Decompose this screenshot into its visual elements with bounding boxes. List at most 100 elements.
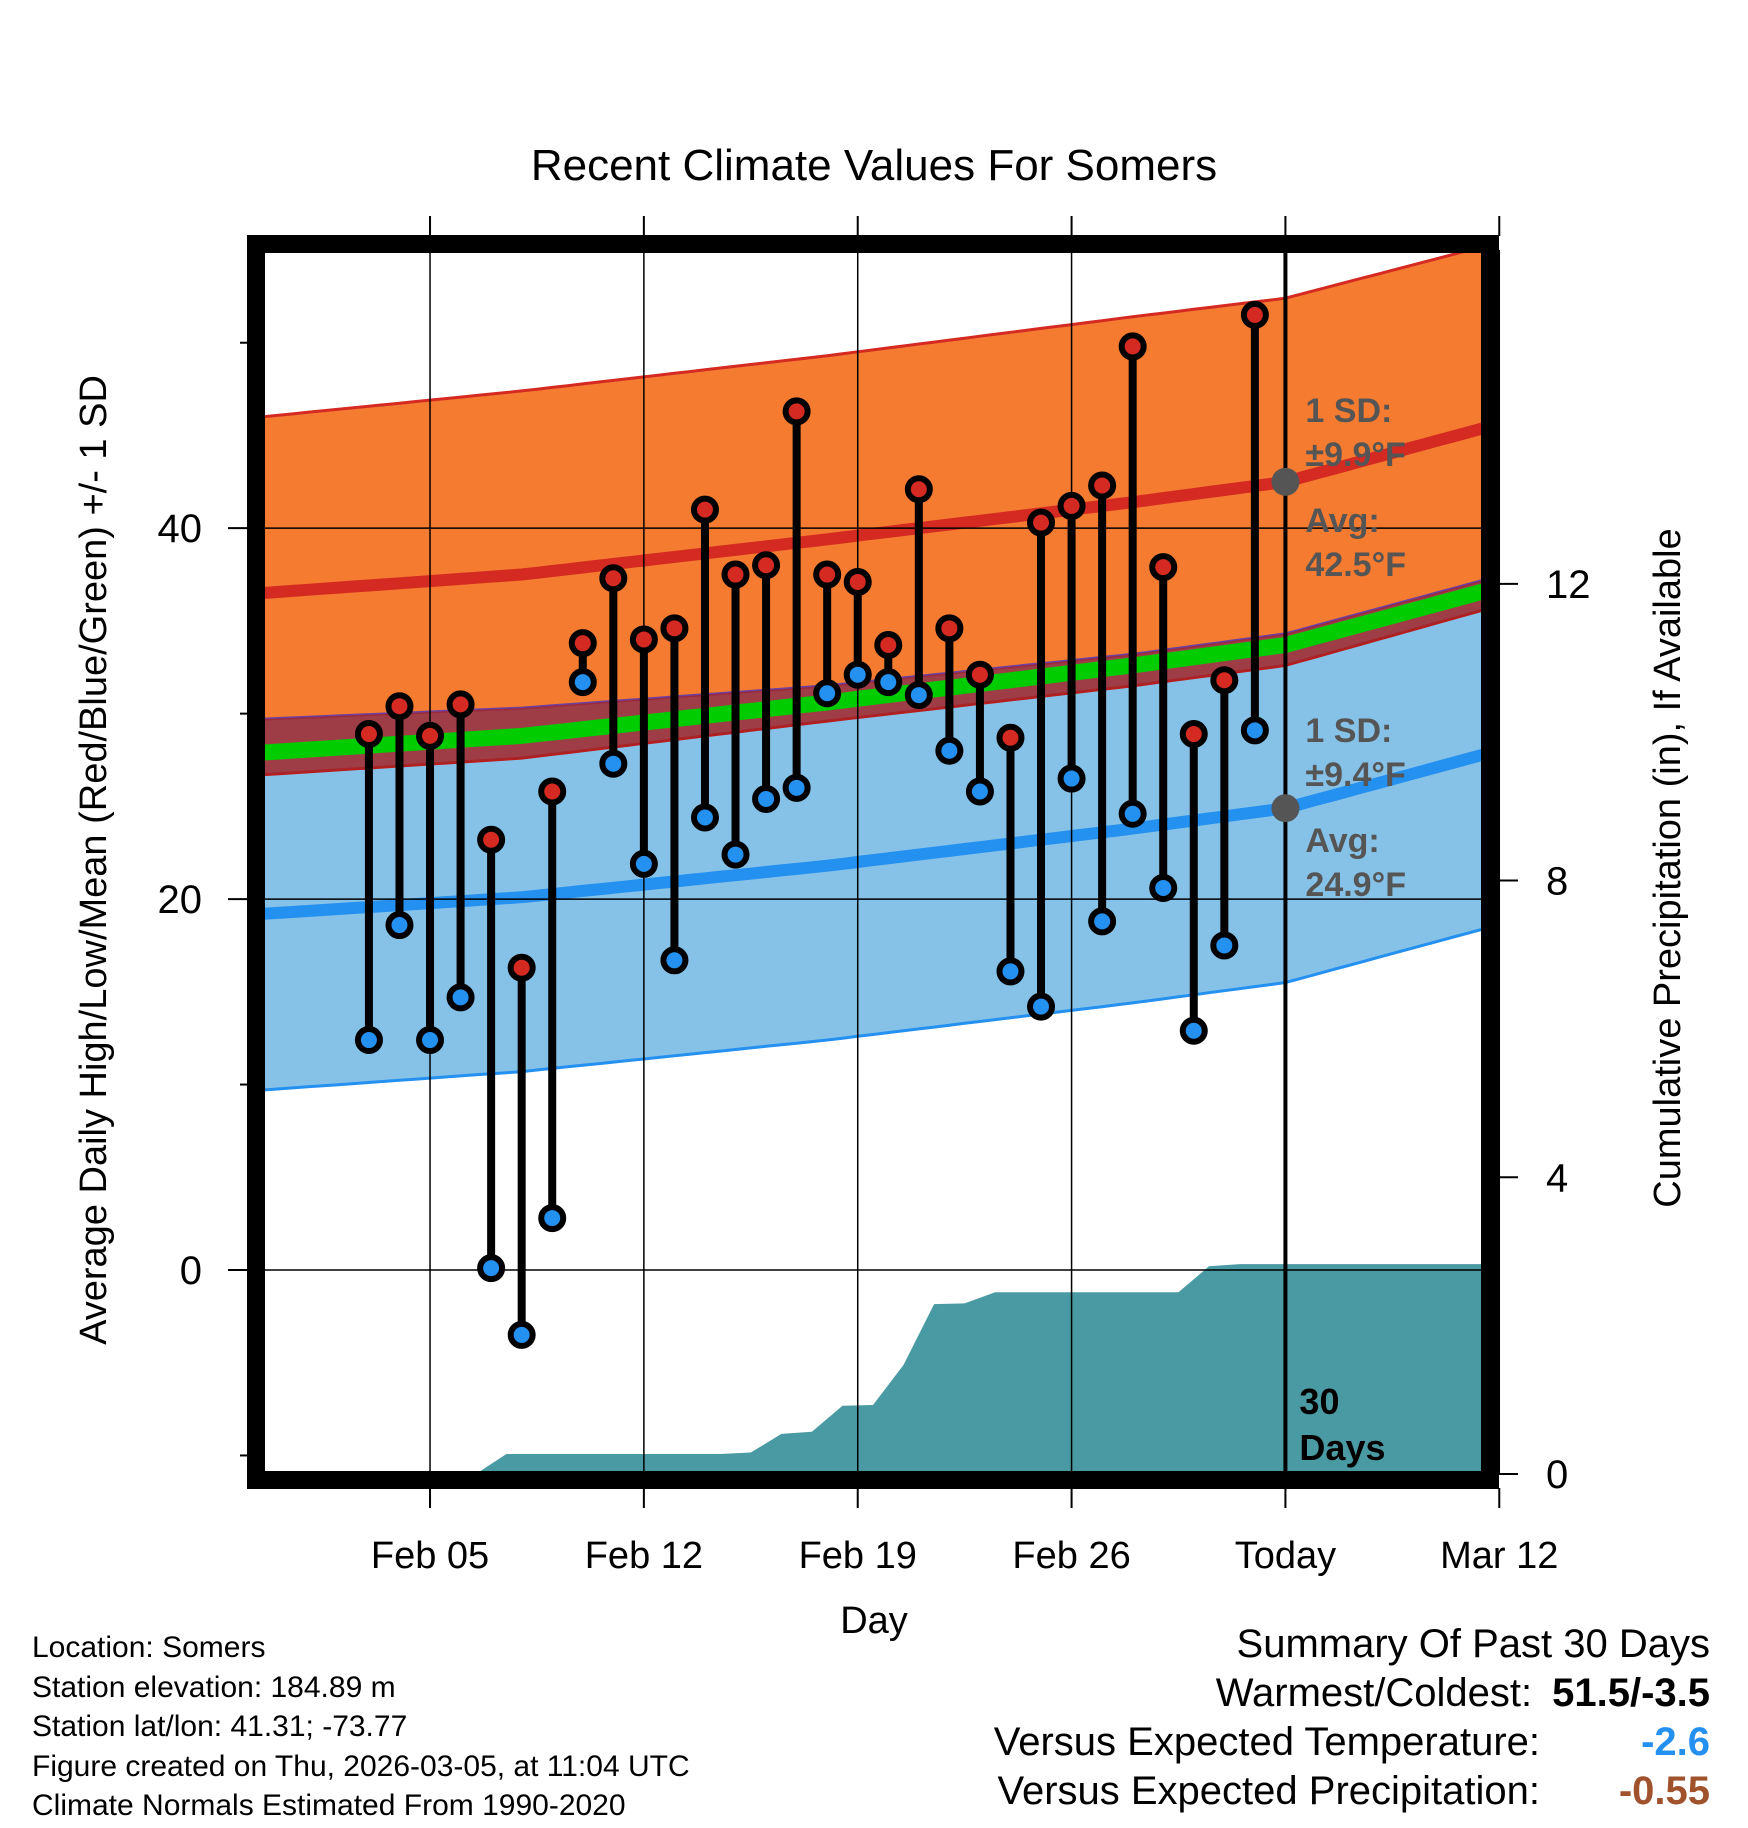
low-lower-line bbox=[262, 927, 1484, 1092]
low-avg-label: Avg: bbox=[1305, 822, 1379, 860]
daily-low-point bbox=[1027, 992, 1056, 1021]
daily-high-point bbox=[1210, 666, 1239, 695]
station-info: Location: Somers Station elevation: 184.… bbox=[32, 1628, 690, 1826]
x-tick-label: Feb 26 bbox=[1012, 1535, 1130, 1577]
high-avg-label: Avg: bbox=[1305, 502, 1379, 540]
created-text: Figure created on Thu, 2026-03-05, at 11… bbox=[32, 1749, 690, 1783]
daily-high-point bbox=[1149, 553, 1178, 582]
summary-title: Summary Of Past 30 Days bbox=[1236, 1622, 1710, 1666]
daily-low-point bbox=[477, 1254, 506, 1283]
daily-low-point bbox=[965, 777, 994, 806]
y-tick-label-right: 0 bbox=[1546, 1453, 1568, 1497]
daily-low-point bbox=[782, 773, 811, 802]
daily-low-point bbox=[1149, 873, 1178, 902]
daily-high-point bbox=[599, 564, 628, 593]
daily-high-point bbox=[477, 825, 506, 854]
low-sd-value: ±9.4°F bbox=[1305, 756, 1405, 794]
elevation-text: Station elevation: 184.89 m bbox=[32, 1670, 396, 1704]
precip-area bbox=[262, 1264, 1484, 1474]
daily-low-point bbox=[1088, 907, 1117, 936]
high-avg-value: 42.5°F bbox=[1305, 546, 1406, 584]
daily-high-point bbox=[1118, 332, 1147, 361]
daily-low-point bbox=[904, 681, 933, 710]
latlon-text: Station lat/lon: 41.31; -73.77 bbox=[32, 1710, 408, 1744]
days-word-label: Days bbox=[1299, 1427, 1385, 1468]
location-text: Location: Somers bbox=[32, 1631, 266, 1664]
y-tick-label-right: 4 bbox=[1546, 1156, 1568, 1200]
daily-low-point bbox=[721, 840, 750, 869]
daily-high-point bbox=[904, 475, 933, 504]
daily-low-point bbox=[843, 660, 872, 689]
high-sd-label: 1 SD: bbox=[1305, 392, 1392, 430]
chart-title: Recent Climate Values For Somers bbox=[531, 141, 1217, 190]
daily-high-point bbox=[782, 397, 811, 426]
y-tick-label-left: 40 bbox=[158, 507, 203, 551]
daily-high-point bbox=[721, 560, 750, 589]
normals-text: Climate Normals Estimated From 1990-2020 bbox=[32, 1789, 626, 1823]
x-tick-label: Today bbox=[1235, 1535, 1336, 1577]
daily-low-point bbox=[568, 668, 597, 697]
mean-normal-line bbox=[262, 583, 1484, 761]
precip-value: -0.55 bbox=[1618, 1769, 1710, 1813]
y-tick-label-left: 20 bbox=[158, 878, 203, 922]
daily-high-point bbox=[965, 660, 994, 689]
today-low-normal-marker bbox=[1271, 794, 1300, 823]
plot-frame bbox=[247, 235, 1499, 1489]
daily-low-point bbox=[690, 803, 719, 832]
daily-high-point bbox=[1240, 300, 1269, 329]
temp-label: Versus Expected Temperature: bbox=[993, 1720, 1540, 1764]
daily-high-point bbox=[874, 631, 903, 660]
daily-low-point bbox=[996, 957, 1025, 986]
y-tick-label-right: 8 bbox=[1546, 860, 1568, 904]
daily-low-point bbox=[385, 911, 414, 940]
daily-high-point bbox=[538, 777, 567, 806]
daily-high-point bbox=[446, 690, 475, 719]
daily-low-point bbox=[1179, 1016, 1208, 1045]
daily-high-point bbox=[385, 692, 414, 721]
x-axis-label: Day bbox=[840, 1600, 908, 1642]
summary-panel: Summary Of Past 30 Days Warmest/Coldest:… bbox=[994, 1620, 1710, 1816]
daily-low-point bbox=[1240, 716, 1269, 745]
daily-low-point bbox=[599, 749, 628, 778]
daily-high-point bbox=[843, 567, 872, 596]
x-tick-label: Mar 12 bbox=[1440, 1535, 1558, 1577]
daily-low-point bbox=[935, 736, 964, 765]
y-tick-label-left: 0 bbox=[180, 1249, 202, 1293]
daily-high-point bbox=[660, 614, 689, 643]
daily-high-point bbox=[690, 495, 719, 524]
summary-warmest-row: Warmest/Coldest: 51.5/-3.5 bbox=[994, 1669, 1710, 1718]
daily-low-point bbox=[1057, 764, 1086, 793]
daily-high-point bbox=[507, 953, 536, 982]
summary-temp-row: Versus Expected Temperature: -2.6 bbox=[994, 1718, 1710, 1767]
warmest-label: Warmest/Coldest: bbox=[1215, 1671, 1533, 1715]
temp-value: -2.6 bbox=[1641, 1720, 1710, 1764]
low-sd-label: 1 SD: bbox=[1305, 712, 1392, 750]
x-tick-label: Feb 12 bbox=[585, 1535, 703, 1577]
daily-high-point bbox=[752, 551, 781, 580]
daily-high-point bbox=[935, 614, 964, 643]
precip-label: Versus Expected Precipitation: bbox=[997, 1769, 1540, 1813]
days-count-label: 30 bbox=[1299, 1381, 1339, 1422]
y-axis-label-right: Cumulative Precipitation (in), If Availa… bbox=[1647, 528, 1689, 1207]
daily-low-point bbox=[1210, 931, 1239, 960]
y-axis-label-left: Average Daily High/Low/Mean (Red/Blue/Gr… bbox=[73, 375, 115, 1345]
daily-low-point bbox=[660, 946, 689, 975]
daily-high-point bbox=[1027, 508, 1056, 537]
x-tick-label: Feb 05 bbox=[371, 1535, 489, 1577]
high-sd-value: ±9.9°F bbox=[1305, 436, 1405, 474]
daily-low-point bbox=[354, 1026, 383, 1055]
daily-low-point bbox=[1118, 799, 1147, 828]
x-tick-label: Feb 19 bbox=[799, 1535, 917, 1577]
daily-low-point bbox=[813, 679, 842, 708]
daily-high-point bbox=[813, 560, 842, 589]
daily-high-point bbox=[1088, 471, 1117, 500]
high-sd-band bbox=[262, 250, 1484, 775]
warmest-value: 51.5/-3.5 bbox=[1552, 1671, 1710, 1715]
daily-low-point bbox=[629, 849, 658, 878]
daily-low-point bbox=[874, 668, 903, 697]
high-upper-line bbox=[262, 250, 1476, 419]
daily-low-point bbox=[752, 784, 781, 813]
daily-high-point bbox=[1179, 720, 1208, 749]
daily-high-point bbox=[568, 629, 597, 658]
